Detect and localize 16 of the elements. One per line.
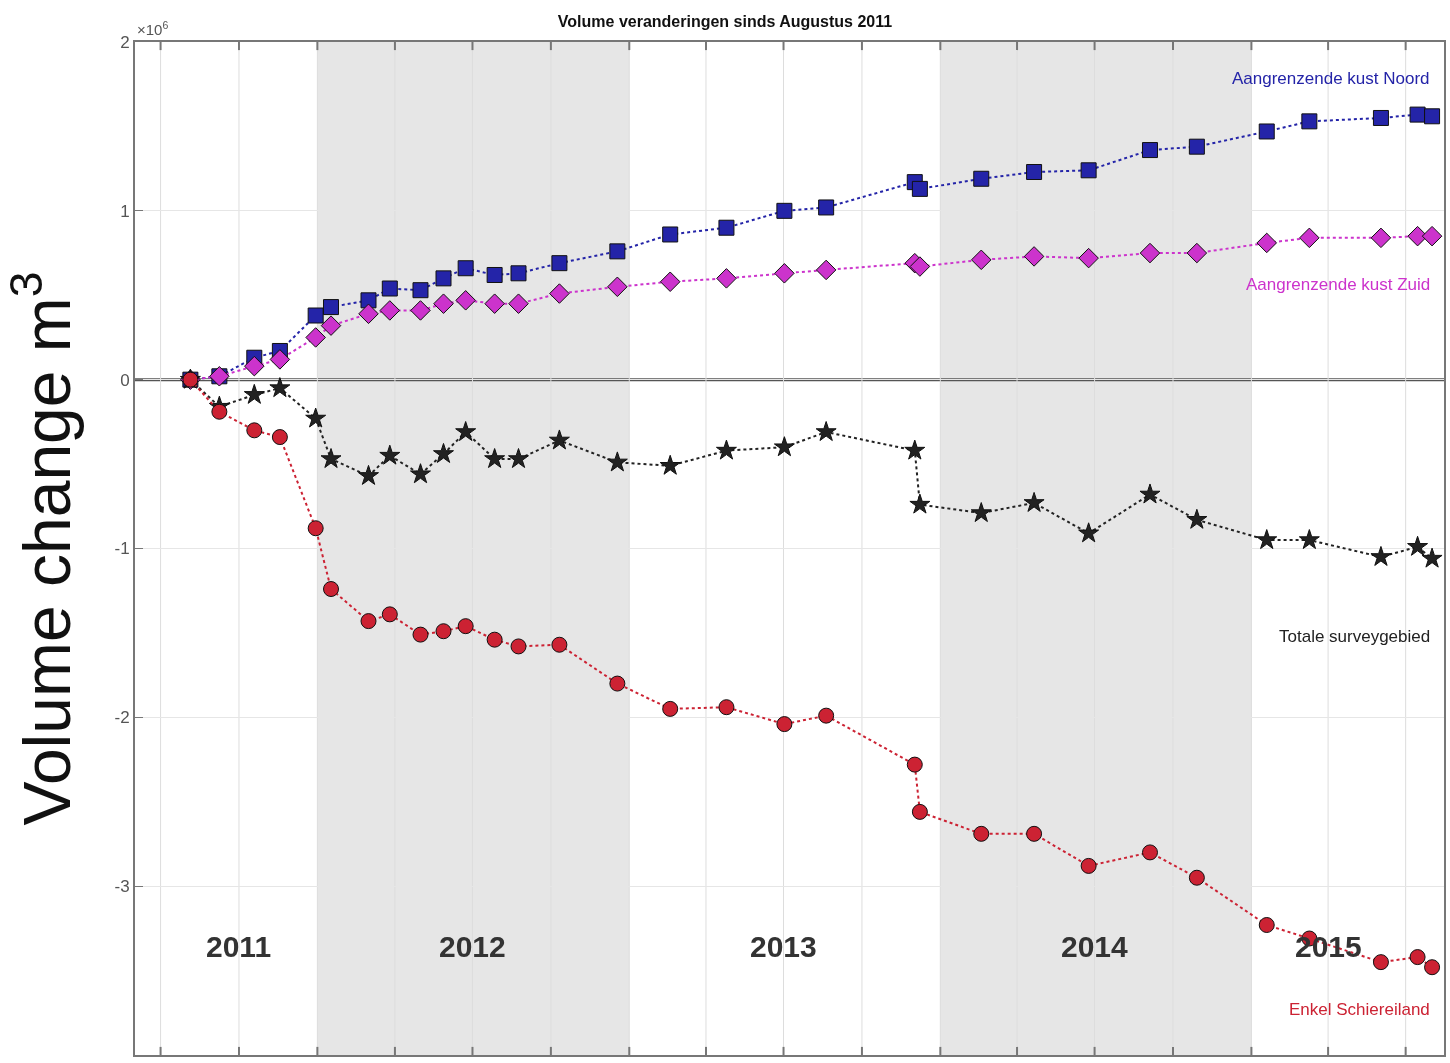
series-label: Enkel Schiereiland (1289, 1000, 1430, 1019)
y-tick-label: -2 (114, 708, 130, 728)
text: ×10$^{6}$ (137, 19, 169, 39)
y-tick-label: -1 (114, 539, 130, 559)
y-tick-label: 0 (120, 370, 130, 390)
x-tick-label: 2014 (1061, 930, 1129, 963)
y-tick-label: -3 (114, 877, 130, 897)
chart-title: Volume veranderingen sinds Augustus 2011 (557, 13, 893, 31)
x-tick-label: 2011 (206, 930, 272, 963)
x-tick-label: 2012 (439, 930, 506, 963)
x-tick-label: 2013 (750, 930, 817, 963)
series-label: Aangrenzende kust Noord (1232, 69, 1430, 88)
text: Totale surveygebied (1279, 627, 1431, 646)
series-label: Aangrenzende kust Zuid (1246, 275, 1431, 294)
y-tick-label: 1 (120, 201, 130, 221)
y-tick-label: 2 (120, 32, 130, 52)
